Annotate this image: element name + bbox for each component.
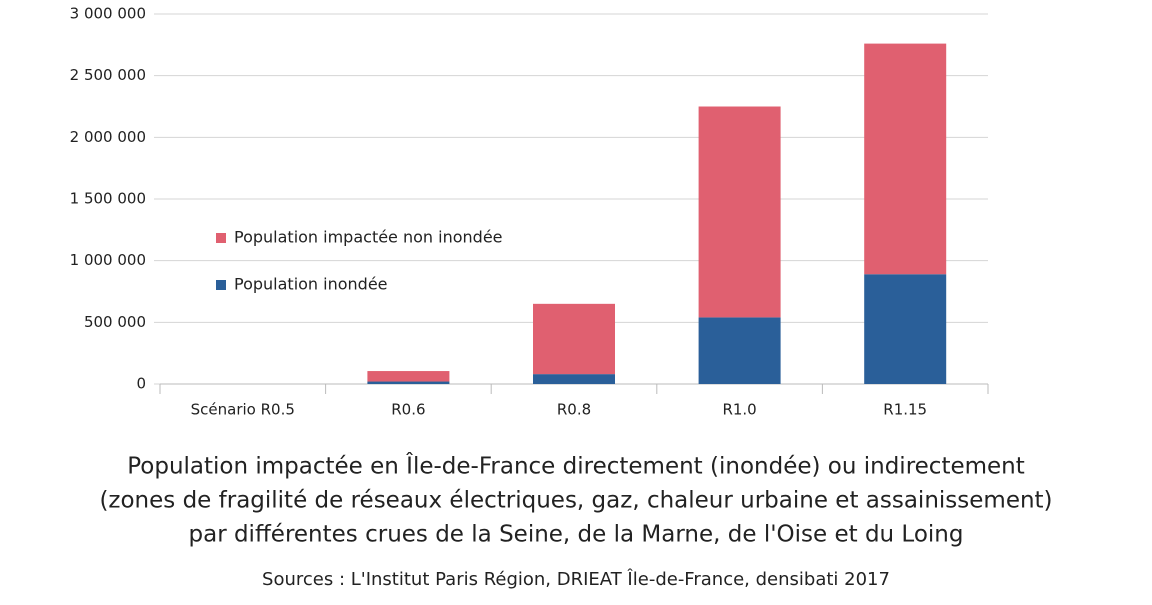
bar-segment bbox=[698, 106, 781, 318]
legend-label: Population inondée bbox=[234, 275, 388, 294]
bar-segment bbox=[367, 381, 450, 384]
y-tick-label: 500 000 bbox=[84, 313, 146, 331]
y-tick-label: 3 000 000 bbox=[70, 5, 146, 23]
source: Sources : L'Institut Paris Région, DRIEA… bbox=[262, 568, 890, 590]
bar-segment bbox=[367, 371, 450, 382]
bar-segment bbox=[864, 43, 947, 275]
bar-segment bbox=[533, 374, 615, 384]
x-tick-label: R1.15 bbox=[883, 401, 927, 419]
x-tick-label: R1.0 bbox=[722, 401, 756, 419]
y-tick-label: 2 500 000 bbox=[70, 66, 146, 84]
legend-label: Population impactée non inondée bbox=[234, 228, 503, 247]
y-tick-label: 1 000 000 bbox=[70, 251, 146, 269]
x-tick-label: R0.6 bbox=[391, 401, 425, 419]
y-tick-label: 1 500 000 bbox=[70, 190, 146, 208]
x-tick-label: Scénario R0.5 bbox=[191, 401, 295, 419]
chart-title: par différentes crues de la Seine, de la… bbox=[189, 522, 964, 548]
legend-swatch bbox=[216, 280, 226, 290]
y-tick-label: 0 bbox=[136, 375, 146, 393]
y-tick-label: 2 000 000 bbox=[70, 128, 146, 146]
chart-title: (zones de fragilité de réseaux électriqu… bbox=[99, 488, 1052, 514]
legend-swatch bbox=[216, 233, 226, 243]
x-tick-label: R0.8 bbox=[557, 401, 591, 419]
bar-segment bbox=[698, 317, 781, 384]
bar-segment bbox=[864, 274, 947, 384]
bar-segment bbox=[533, 303, 615, 375]
chart-title: Population impactée en Île-de-France dir… bbox=[127, 452, 1025, 480]
